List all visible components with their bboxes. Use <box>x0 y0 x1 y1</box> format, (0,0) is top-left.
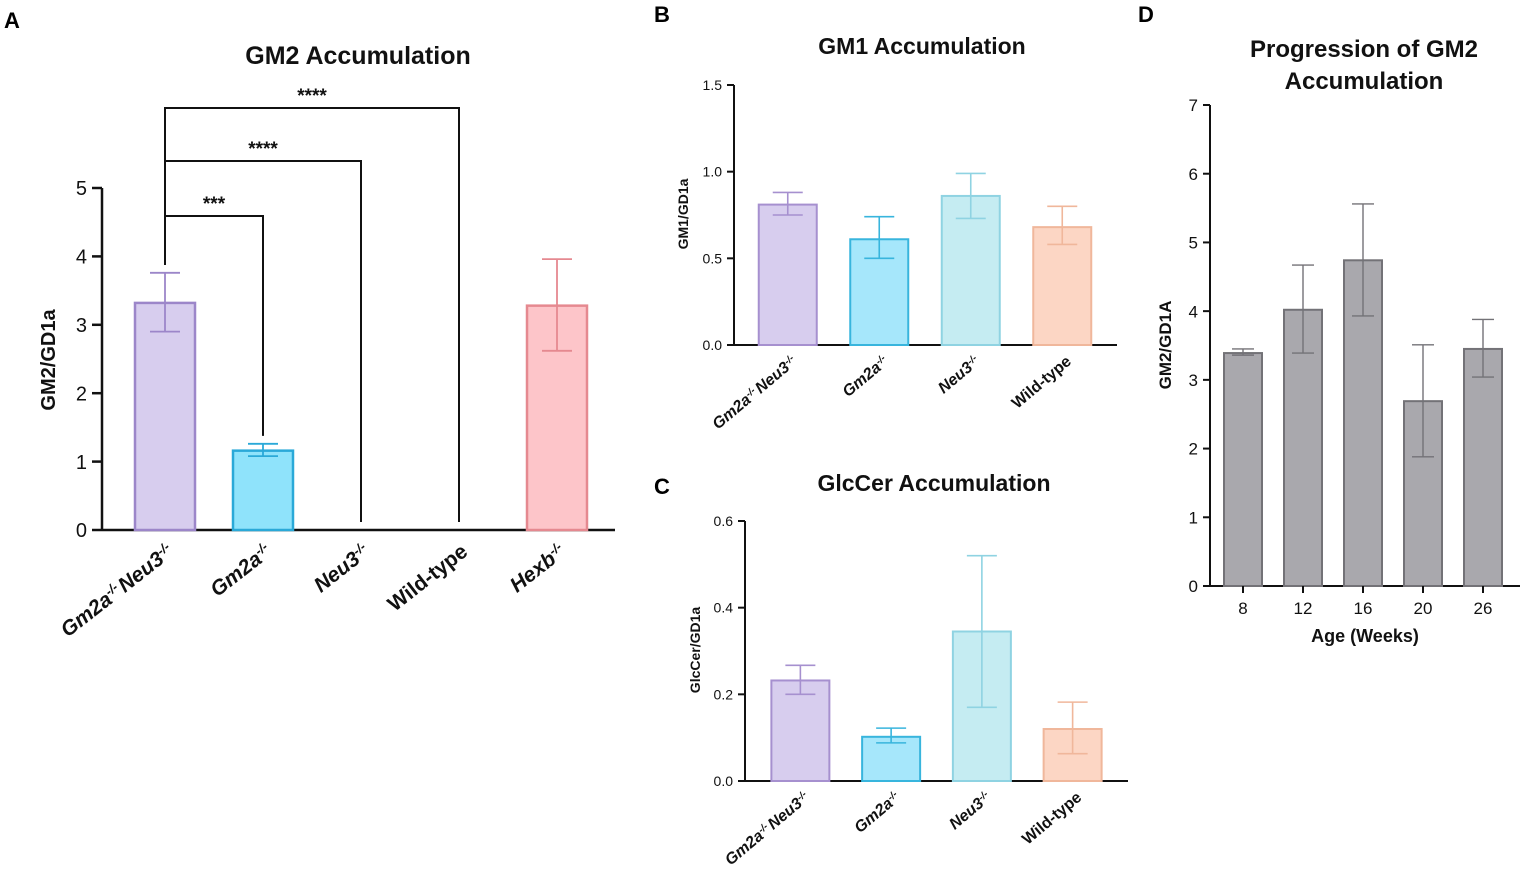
category-label-text: Wild-type <box>384 540 472 616</box>
chart-title: GM1 Accumulation <box>818 33 1025 59</box>
y-tick-label: 0.5 <box>703 250 723 266</box>
category-label: Gm2a-/-Neu3-/- <box>709 352 801 433</box>
significance-label: **** <box>248 139 278 160</box>
x-tick-label: 26 <box>1474 599 1493 618</box>
category-label: Neu3-/- <box>935 352 984 397</box>
x-axis-label: Age (Weeks) <box>1311 626 1419 646</box>
bar <box>940 194 1001 346</box>
category-label: Neu3-/- <box>946 788 995 833</box>
chart-gm1-accumulation: GM1 Accumulation 0.0 0.5 1.0 1.5 GM1/GD1a Gm2a… <box>675 33 1117 433</box>
category-label: Gm2a-/- <box>851 788 904 836</box>
panel-letter-a: A <box>4 8 20 33</box>
chart-title: GlcCer Accumulation <box>817 470 1050 496</box>
y-tick-label: 0.4 <box>714 600 734 616</box>
y-tick-label: 0 <box>76 520 87 542</box>
category-label-text: Wild-type <box>1009 353 1075 412</box>
category-label: Wild-type <box>384 540 472 616</box>
y-tick-label: 2 <box>1189 440 1198 459</box>
bar <box>1032 226 1093 346</box>
chart-title: GM2 Accumulation <box>245 42 471 70</box>
y-tick-label: 0.0 <box>714 773 734 789</box>
y-tick-label: 5 <box>1189 234 1198 253</box>
bar <box>770 679 831 783</box>
chart-gm2-accumulation: GM2 Accumulation012345GM2/GD1aGm2a-/-Neu… <box>38 42 615 642</box>
x-tick-label: 8 <box>1238 599 1247 618</box>
panel-letter-d: D <box>1138 2 1154 27</box>
y-axis-label: GM1/GD1a <box>675 178 691 249</box>
bar <box>1223 352 1263 587</box>
chart-title: Accumulation <box>1285 68 1444 95</box>
x-tick-label: 16 <box>1354 599 1373 618</box>
x-tick-label: 12 <box>1294 599 1313 618</box>
bar <box>231 449 295 532</box>
chart-gm2-progression: Progression of GM2Accumulation01234567GM… <box>1156 36 1520 646</box>
y-axis-label: GM2/GD1a <box>38 309 60 411</box>
y-tick-label: 0.0 <box>703 337 723 353</box>
bar <box>1283 308 1323 587</box>
y-tick-label: 0 <box>1189 577 1198 596</box>
chart-title: Progression of GM2 <box>1250 36 1478 63</box>
y-tick-label: 6 <box>1189 165 1198 184</box>
category-label: Wild-type <box>1019 789 1085 848</box>
y-tick-label: 0.6 <box>714 513 734 529</box>
category-label: Wild-type <box>1009 353 1075 412</box>
y-tick-label: 1.5 <box>703 77 723 93</box>
panel-letter-c: C <box>654 474 670 499</box>
y-tick-label: 2 <box>76 383 87 405</box>
category-label: Gm2a-/-Neu3-/- <box>722 788 814 869</box>
significance-label: **** <box>297 86 327 107</box>
bar <box>133 301 197 532</box>
bar <box>757 203 818 346</box>
y-tick-label: 4 <box>76 247 87 269</box>
y-tick-label: 1 <box>76 452 87 474</box>
significance-label: *** <box>203 194 226 215</box>
category-label: Gm2a-/-Neu3-/- <box>56 539 179 642</box>
category-label: Gm2a-/- <box>839 352 892 400</box>
panel-letter-b: B <box>654 2 670 27</box>
y-axis-label: GlcCer/GD1a <box>687 607 703 694</box>
x-tick-label: 20 <box>1414 599 1433 618</box>
y-tick-label: 4 <box>1189 302 1198 321</box>
bar <box>1463 347 1503 587</box>
category-label: Gm2a-/- <box>205 539 276 602</box>
y-tick-label: 3 <box>1189 371 1198 390</box>
y-tick-label: 0.2 <box>714 686 734 702</box>
y-tick-label: 7 <box>1189 96 1198 115</box>
y-axis-label: GM2/GD1A <box>1156 301 1175 390</box>
significance-bracket <box>164 107 460 522</box>
category-label: Hexb-/- <box>505 539 570 597</box>
category-label-text: Wild-type <box>1019 789 1085 848</box>
y-tick-label: 3 <box>76 315 87 337</box>
y-tick-label: 5 <box>76 178 87 200</box>
y-tick-label: 1.0 <box>703 164 723 180</box>
category-label: Neu3-/- <box>309 539 374 597</box>
chart-glccer-accumulation: GlcCer Accumulation 0.0 0.2 0.4 0.6 GlcCer/GD… <box>687 470 1128 869</box>
y-tick-label: 1 <box>1189 508 1198 527</box>
